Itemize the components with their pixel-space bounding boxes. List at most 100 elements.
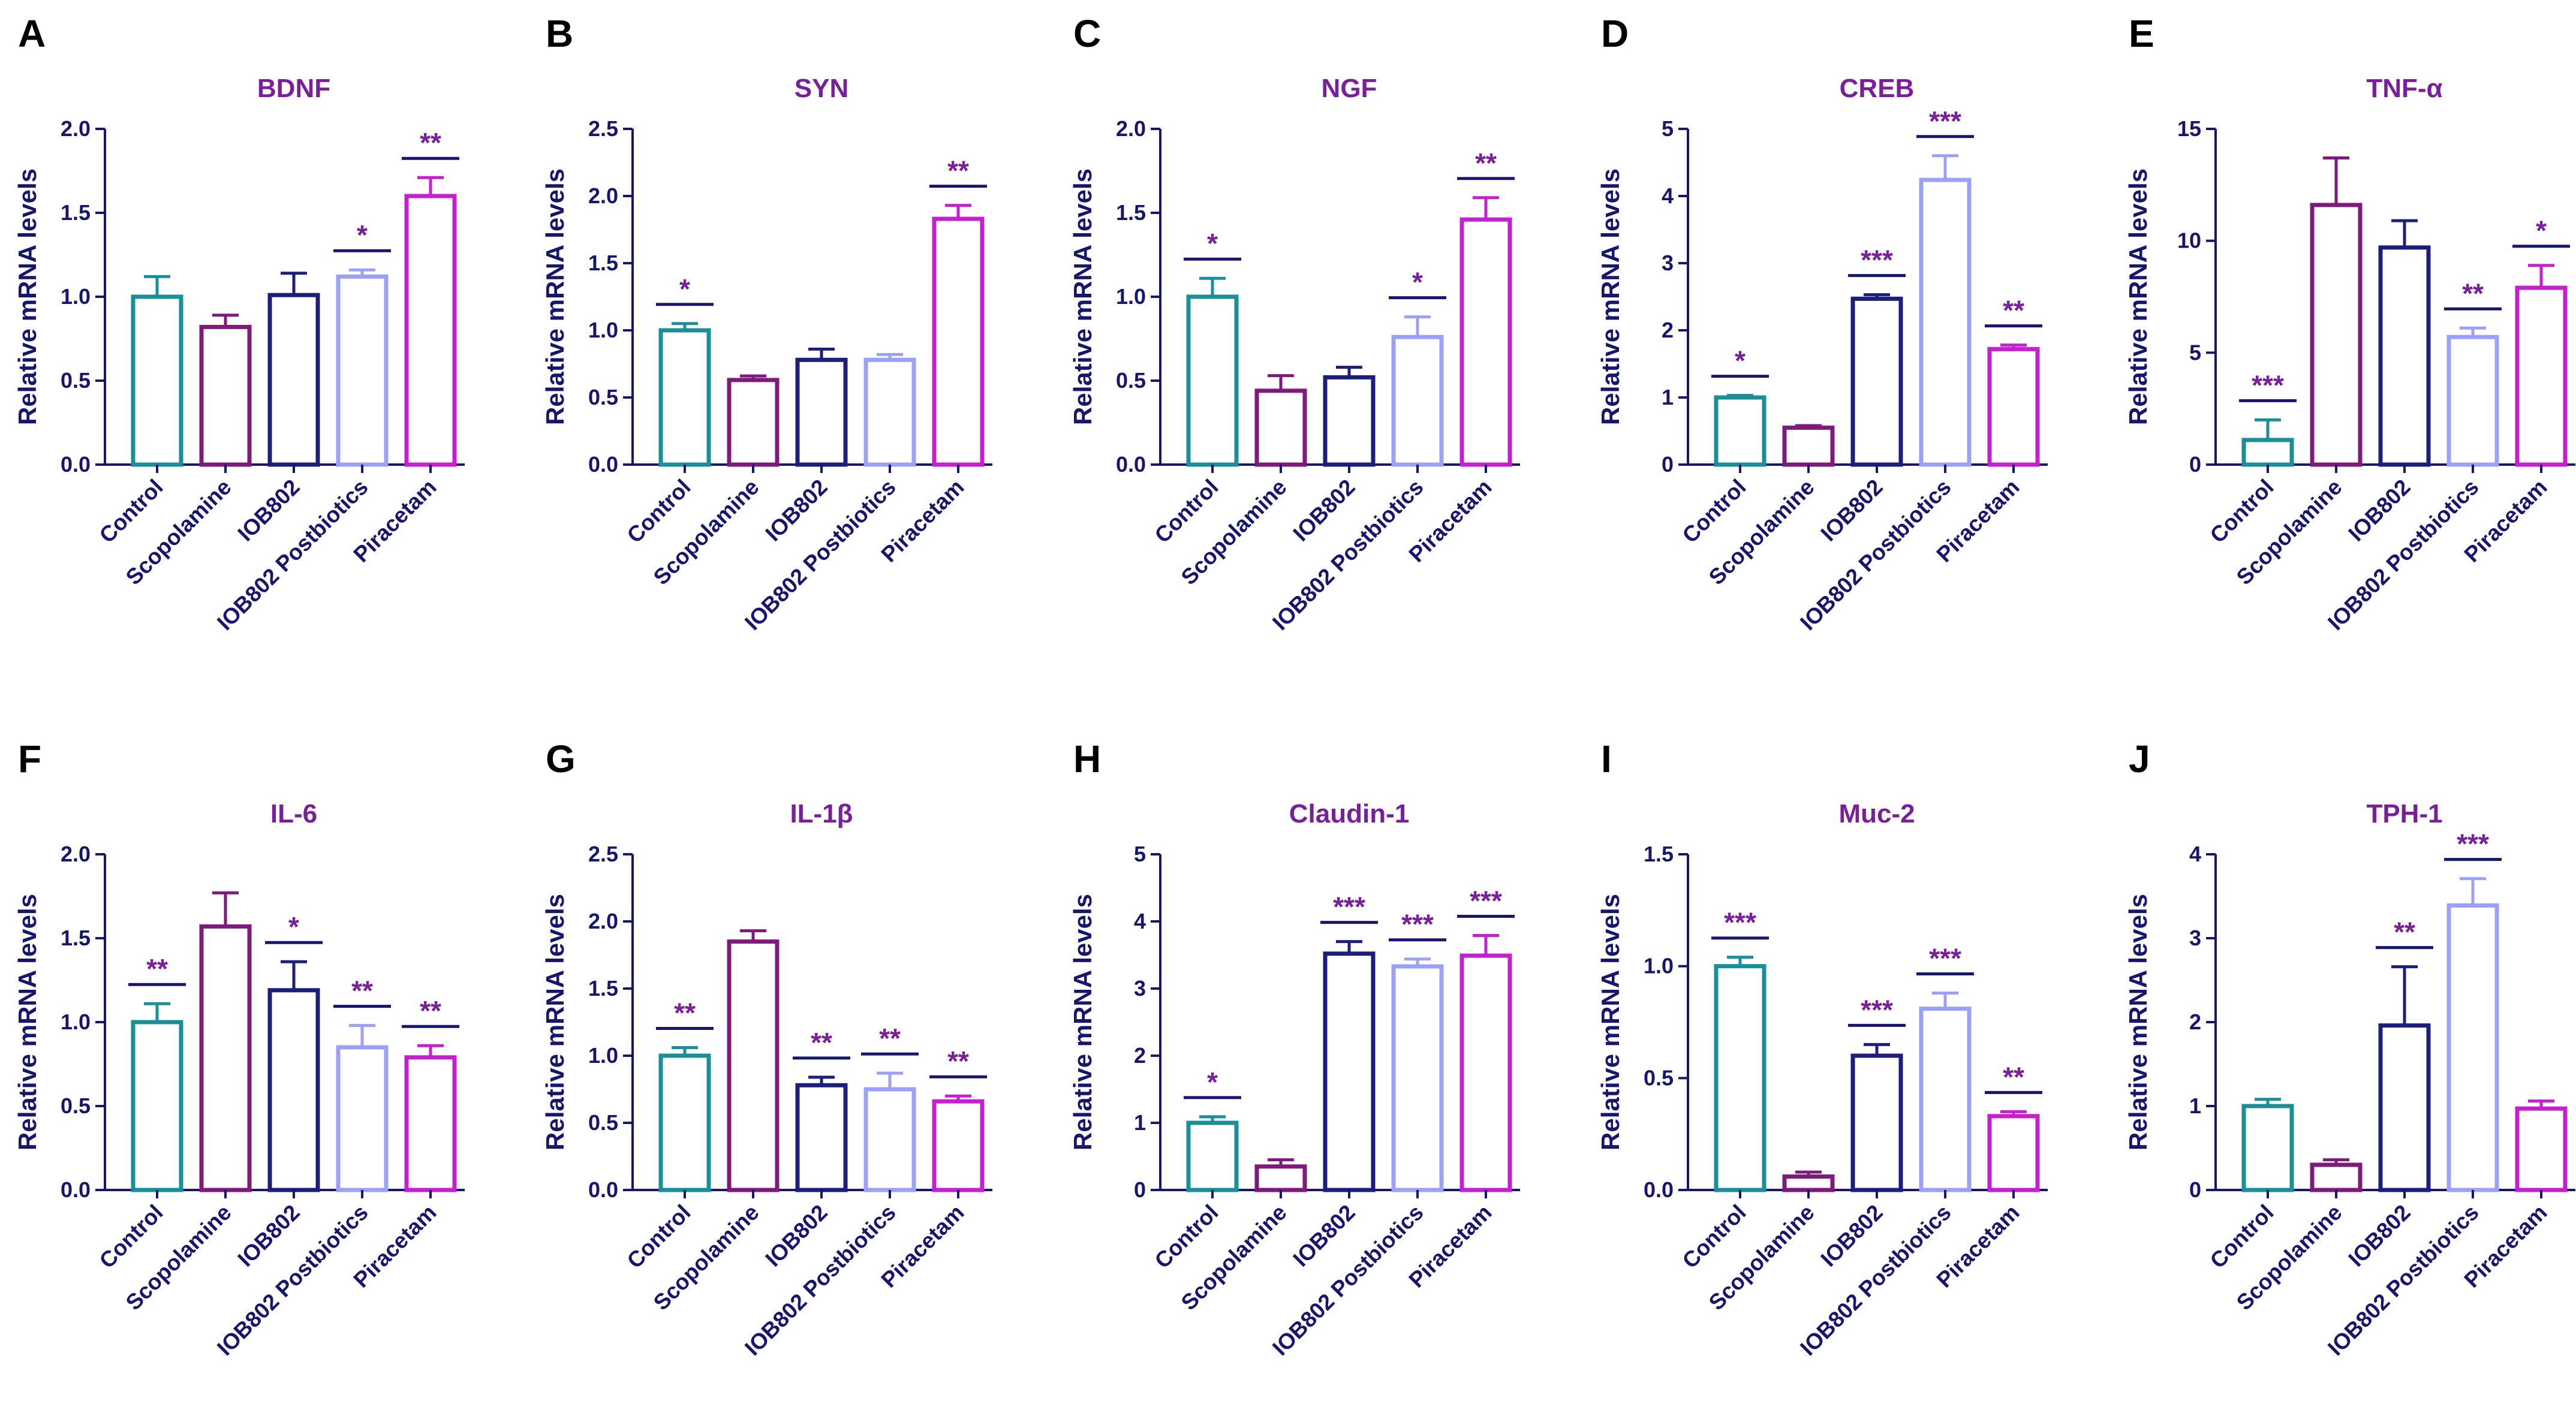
- y-axis-title: Relative mRNA levels: [13, 894, 41, 1150]
- panel-i: I Muc-2 Relative mRNA levels 0.0 0.5 1.0 1.5 **…: [1596, 737, 2048, 1360]
- significance-label: *: [1412, 267, 1423, 298]
- y-tick-label: 5: [2189, 340, 2201, 364]
- panel-title: IL-1β: [790, 799, 853, 828]
- bar-iob802-postbiotics: [336, 274, 389, 467]
- bar-iob802: [795, 357, 848, 467]
- y-tick-label: 0.0: [1644, 1177, 1674, 1202]
- panel-title: IL-6: [270, 799, 317, 828]
- y-axis-title: Relative mRNA levels: [541, 168, 569, 425]
- y-tick-label: 2.0: [61, 116, 91, 141]
- significance-label: ***: [1861, 994, 1893, 1025]
- y-tick-label: 0: [1134, 1177, 1146, 1202]
- category-label-iob802: IOB802: [1288, 1200, 1359, 1272]
- category-label-iob802: IOB802: [233, 475, 304, 546]
- bar-iob802: [1850, 1053, 1903, 1192]
- panel-title: TNF-α: [2366, 74, 2442, 103]
- bar-scopolamine: [1782, 425, 1835, 467]
- bar-iob802-postbiotics: [1919, 1007, 1972, 1192]
- significance-label: **: [2003, 295, 2024, 326]
- significance-label: **: [811, 1027, 832, 1058]
- significance-label: ***: [1861, 245, 1893, 276]
- y-tick-label: 10: [2177, 228, 2201, 253]
- bar-iob802-postbiotics: [2446, 335, 2499, 467]
- y-axis-title: Relative mRNA levels: [13, 168, 41, 425]
- bar-piracetam: [932, 216, 985, 467]
- bar-control: [131, 294, 183, 467]
- bar-piracetam: [2515, 1106, 2568, 1192]
- y-tick-label: 1.5: [588, 251, 618, 275]
- y-tick-label: 1: [2189, 1093, 2201, 1118]
- y-tick-label: 2: [1134, 1043, 1146, 1068]
- bar-piracetam: [404, 194, 457, 467]
- significance-label: ***: [1470, 885, 1502, 917]
- panel-b: B SYN Relative mRNA levels 0.0 0.5 1.0 1.5 2.0 2…: [541, 12, 992, 635]
- significance-label: *: [357, 219, 368, 251]
- y-tick-label: 1.5: [588, 976, 618, 1001]
- category-label-iob802: IOB802: [760, 1200, 832, 1272]
- panel-letter: G: [546, 737, 576, 781]
- bar-iob802: [2378, 245, 2431, 467]
- y-tick-label: 0: [2189, 452, 2201, 477]
- bar-iob802-postbiotics: [1919, 177, 1972, 467]
- panel-c: C NGF Relative mRNA levels 0.0 0.5 1.0 1.5 2.0 *…: [1069, 12, 1520, 635]
- bar-iob802-postbiotics: [1391, 964, 1444, 1192]
- y-tick-label: 0.0: [588, 452, 618, 477]
- bar-piracetam: [1987, 1114, 2040, 1192]
- bar-scopolamine: [1782, 1174, 1835, 1192]
- y-tick-label: 1: [1134, 1110, 1146, 1135]
- significance-label: **: [420, 127, 441, 158]
- y-tick-label: 1.0: [61, 1010, 91, 1034]
- bar-iob802-postbiotics: [863, 357, 916, 467]
- y-tick-label: 3: [1134, 976, 1146, 1001]
- y-tick-label: 1.0: [588, 318, 618, 342]
- bar-piracetam: [1459, 953, 1512, 1192]
- panel-title: BDNF: [257, 74, 330, 103]
- significance-label: **: [420, 995, 441, 1026]
- significance-label: ***: [1333, 891, 1365, 923]
- category-label-iob802: IOB802: [1816, 475, 1887, 546]
- y-tick-label: 5: [1134, 842, 1146, 866]
- y-axis-title: Relative mRNA levels: [1596, 894, 1624, 1150]
- panel-letter: H: [1073, 737, 1101, 781]
- panel-a: A BDNF Relative mRNA levels 0.0 0.5 1.0 1.5 2.0…: [13, 12, 465, 635]
- bar-control: [1186, 294, 1239, 467]
- y-tick-label: 1: [1662, 385, 1674, 409]
- y-tick-label: 1.5: [1116, 200, 1146, 225]
- y-axis-title: Relative mRNA levels: [2124, 894, 2152, 1150]
- y-axis-title: Relative mRNA levels: [2124, 168, 2152, 425]
- category-label-iob802: IOB802: [233, 1200, 304, 1272]
- category-label-iob802: IOB802: [1816, 1200, 1887, 1272]
- panel-title: SYN: [795, 74, 848, 103]
- significance-label: *: [679, 273, 690, 305]
- y-tick-label: 2.0: [61, 842, 91, 866]
- bar-control: [2241, 438, 2294, 467]
- bar-scopolamine: [727, 378, 780, 467]
- significance-label: ***: [1401, 909, 1434, 940]
- y-axis-title: Relative mRNA levels: [1596, 168, 1624, 425]
- panel-letter: D: [1601, 12, 1629, 55]
- y-tick-label: 0: [2189, 1177, 2201, 1202]
- y-tick-label: 2.0: [588, 183, 618, 208]
- bar-scopolamine: [2310, 1162, 2363, 1192]
- significance-label: ***: [2457, 828, 2489, 860]
- y-axis-title: Relative mRNA levels: [541, 894, 569, 1150]
- y-tick-label: 2.5: [588, 842, 618, 866]
- y-tick-label: 0.5: [588, 385, 618, 409]
- bar-control: [658, 328, 711, 467]
- y-tick-label: 0: [1662, 452, 1674, 477]
- y-tick-label: 15: [2177, 116, 2201, 141]
- bar-iob802: [267, 293, 320, 467]
- y-axis-title: Relative mRNA levels: [1069, 168, 1097, 425]
- bar-iob802: [1850, 296, 1903, 467]
- bar-iob802: [2378, 1023, 2431, 1192]
- bar-piracetam: [404, 1055, 457, 1192]
- bar-control: [131, 1020, 183, 1192]
- significance-label: *: [1207, 1066, 1218, 1098]
- category-label-iob802: IOB802: [2343, 475, 2415, 546]
- panel-letter: E: [2129, 12, 2154, 55]
- bar-scopolamine: [1254, 1164, 1307, 1192]
- bar-iob802: [1323, 375, 1376, 467]
